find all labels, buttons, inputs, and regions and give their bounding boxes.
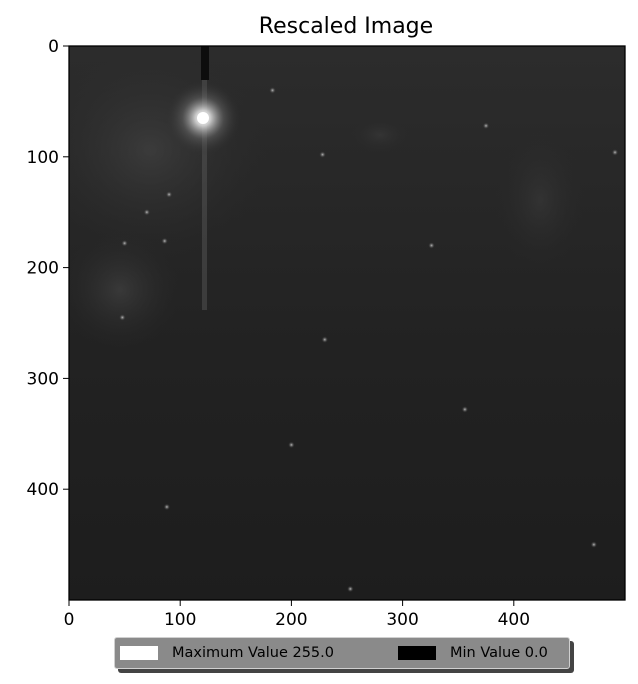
faint-star bbox=[319, 151, 326, 158]
diffraction-spike bbox=[202, 80, 207, 310]
faint-star bbox=[288, 441, 295, 449]
legend-item-min: Min Value 0.0 bbox=[398, 638, 548, 668]
plot-title: Rescaled Image bbox=[259, 14, 433, 39]
faint-star bbox=[347, 585, 354, 593]
nebula-haze-right bbox=[495, 130, 585, 270]
x-axis: 0 100 200 300 400 bbox=[64, 600, 530, 630]
faint-star bbox=[121, 240, 128, 247]
faint-star bbox=[161, 237, 168, 245]
faint-star bbox=[119, 314, 126, 321]
y-tick-label: 0 bbox=[48, 37, 59, 57]
x-tick-label: 300 bbox=[386, 610, 418, 630]
nebula-haze-lower bbox=[69, 230, 180, 350]
y-tick-label: 100 bbox=[27, 148, 59, 168]
y-axis: 0 100 200 300 400 bbox=[27, 37, 69, 500]
legend: Maximum Value 255.0 Min Value 0.0 bbox=[114, 637, 570, 669]
faint-star bbox=[165, 191, 173, 198]
nebula-haze-mid bbox=[350, 117, 410, 153]
x-tick-label: 400 bbox=[498, 610, 530, 630]
faint-star bbox=[461, 406, 469, 413]
y-tick-label: 200 bbox=[27, 259, 59, 279]
legend-swatch-max bbox=[120, 646, 158, 660]
faint-star bbox=[163, 503, 171, 511]
faint-star bbox=[611, 149, 619, 156]
faint-star bbox=[269, 87, 276, 94]
legend-item-max: Maximum Value 255.0 bbox=[120, 638, 334, 668]
x-tick-label: 0 bbox=[64, 610, 75, 630]
faint-star bbox=[321, 336, 328, 343]
legend-label-max: Maximum Value 255.0 bbox=[172, 645, 334, 661]
x-tick-label: 200 bbox=[275, 610, 307, 630]
y-tick-label: 300 bbox=[27, 369, 59, 389]
legend-swatch-min bbox=[398, 646, 436, 660]
rescaled-image bbox=[69, 46, 625, 600]
x-tick-label: 100 bbox=[164, 610, 196, 630]
bleed-column bbox=[201, 46, 209, 80]
faint-star bbox=[428, 242, 435, 249]
bright-star-core bbox=[197, 112, 209, 124]
legend-label-min: Min Value 0.0 bbox=[450, 645, 548, 661]
faint-star bbox=[590, 541, 598, 548]
image-frame bbox=[68, 45, 626, 601]
y-tick-label: 400 bbox=[27, 480, 59, 500]
nebula-haze-left bbox=[69, 46, 270, 260]
faint-star bbox=[482, 122, 490, 129]
faint-star bbox=[143, 209, 151, 216]
faint-stars bbox=[119, 87, 619, 593]
